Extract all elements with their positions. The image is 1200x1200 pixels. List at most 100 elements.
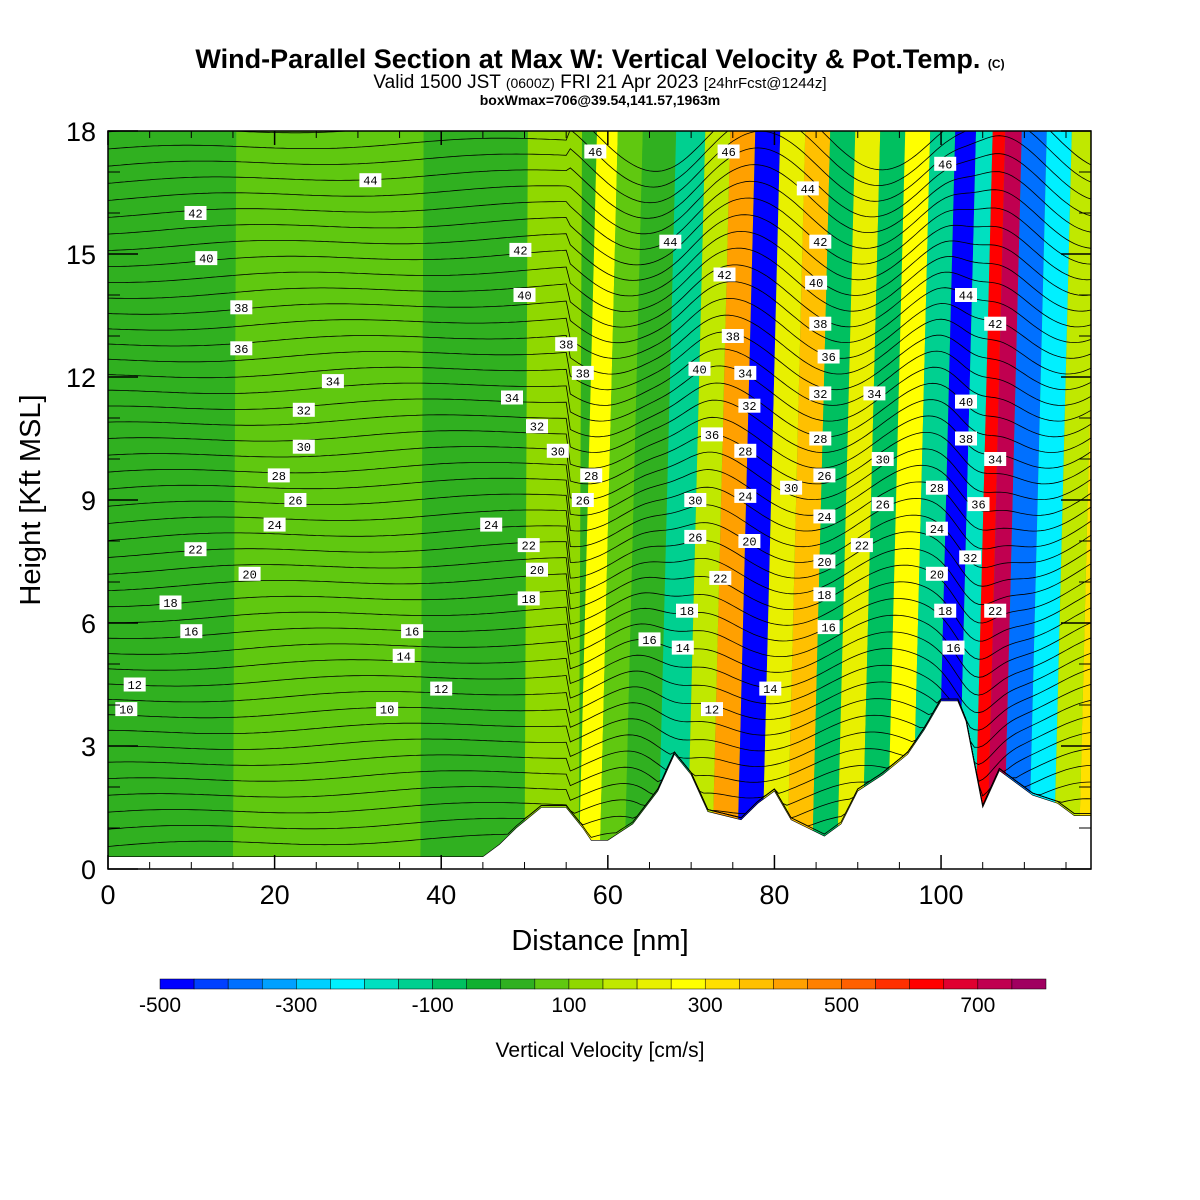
theta-label: 16: [180, 624, 203, 640]
theta-label: 16: [817, 620, 840, 636]
theta-label: 20: [238, 566, 261, 582]
theta-label-bg: [684, 529, 707, 544]
theta-label: 18: [159, 595, 182, 611]
theta-label-bg: [267, 468, 290, 483]
theta-label-bg: [555, 337, 578, 352]
theta-label-text: 16: [405, 626, 419, 640]
theta-label-text: 38: [559, 339, 573, 353]
theta-label-bg: [925, 566, 948, 581]
x-axis-label: Distance [nm]: [511, 925, 688, 957]
theta-label: 16: [942, 640, 965, 656]
theta-label-bg: [813, 554, 836, 569]
theta-label: 26: [871, 497, 894, 513]
theta-label-text: 14: [763, 683, 777, 697]
y-tick-label: 18: [66, 117, 96, 147]
theta-label-bg: [809, 234, 832, 249]
theta-label: 12: [701, 702, 723, 718]
theta-label-text: 32: [742, 400, 756, 414]
theta-label-text: 40: [692, 363, 706, 377]
theta-contour: [108, 348, 1091, 406]
theta-label-text: 30: [875, 454, 889, 468]
theta-label-text: 46: [721, 146, 735, 160]
theta-label: 10: [115, 702, 138, 718]
theta-label-bg: [513, 288, 536, 302]
velocity-band: [624, 131, 677, 869]
theta-label: 38: [721, 329, 744, 345]
theta-label: 20: [925, 566, 948, 582]
theta-label-bg: [159, 595, 182, 610]
theta-label-bg: [230, 300, 253, 315]
terrain: [108, 700, 1091, 869]
colorbar-swatch: [432, 978, 467, 990]
theta-label-text: 20: [242, 568, 256, 582]
theta-label-text: 28: [813, 433, 827, 447]
theta-label-text: 26: [875, 499, 889, 513]
colorbar-swatch: [568, 978, 604, 990]
velocity-band: [986, 131, 1022, 869]
theta-label-text: 38: [959, 433, 973, 447]
theta-contour: [108, 399, 1091, 453]
theta-contour: [108, 514, 1091, 569]
theta-label-bg: [184, 206, 207, 220]
theta-contour: [108, 581, 1091, 642]
theta-label-bg: [934, 156, 957, 171]
theta-label-bg: [709, 570, 732, 585]
theta-label-text: 32: [530, 421, 544, 435]
theta-label-bg: [809, 386, 832, 401]
forecast-info: [24hrFcst@1244z]: [703, 75, 827, 92]
theta-label-bg: [871, 452, 894, 466]
velocity-band: [786, 131, 831, 869]
theta-label-text: 24: [267, 519, 281, 533]
theta-label-text: 22: [855, 540, 869, 554]
theta-label: 20: [813, 554, 836, 570]
theta-label: 24: [734, 488, 757, 504]
theta-label: 42: [809, 234, 832, 250]
theta-contour: [108, 180, 1091, 250]
theta-label-text: 26: [576, 495, 590, 509]
velocity-band: [811, 131, 856, 869]
colorbar-swatch: [330, 978, 365, 990]
x-tick-label: 100: [919, 880, 964, 910]
theta-label-text: 42: [513, 244, 527, 258]
theta-label-bg: [701, 702, 723, 717]
theta-label: 30: [684, 493, 707, 509]
colorbar-tick-label: -100: [412, 994, 454, 1017]
theta-label: 28: [809, 431, 832, 447]
theta-label: 34: [321, 374, 344, 390]
theta-label: 38: [555, 337, 578, 353]
theta-label-bg: [401, 624, 424, 639]
theta-label-text: 12: [705, 704, 719, 718]
y-axis-label: Height [Kft MSL]: [15, 394, 47, 605]
theta-contour: [108, 331, 1091, 391]
theta-label: 24: [813, 509, 836, 525]
theta-label-text: 38: [726, 331, 740, 345]
theta-label-bg: [321, 374, 344, 389]
theta-label-text: 10: [119, 704, 133, 718]
theta-contours: [108, 131, 1091, 847]
theta-label-bg: [734, 488, 757, 503]
theta-label: 28: [734, 443, 757, 459]
theta-label-bg: [359, 173, 382, 188]
theta-label-text: 42: [188, 208, 202, 222]
theta-label: 22: [517, 538, 540, 554]
theta-label-text: 10: [380, 704, 394, 718]
theta-label: 40: [805, 275, 828, 291]
theta-label-bg: [392, 648, 415, 663]
theta-contour: [108, 197, 1091, 266]
theta-label-bg: [571, 493, 594, 507]
theta-label-text: 42: [717, 269, 731, 283]
theta-label-text: 18: [680, 605, 694, 619]
theta-label-text: 20: [742, 536, 756, 550]
theta-label-text: 28: [738, 445, 752, 459]
theta-label: 36: [967, 497, 990, 513]
theta-label-bg: [984, 316, 1007, 331]
theta-label-text: 18: [817, 589, 831, 603]
theta-contour: [108, 365, 1091, 422]
colorbar-swatch: [977, 978, 1013, 990]
colorbar-swatch: [1011, 978, 1047, 990]
theta-label-bg: [984, 452, 1007, 466]
theta-label-bg: [734, 365, 757, 380]
theta-label: 38: [571, 365, 594, 381]
theta-label-bg: [115, 702, 138, 717]
theta-label: 32: [738, 398, 761, 414]
